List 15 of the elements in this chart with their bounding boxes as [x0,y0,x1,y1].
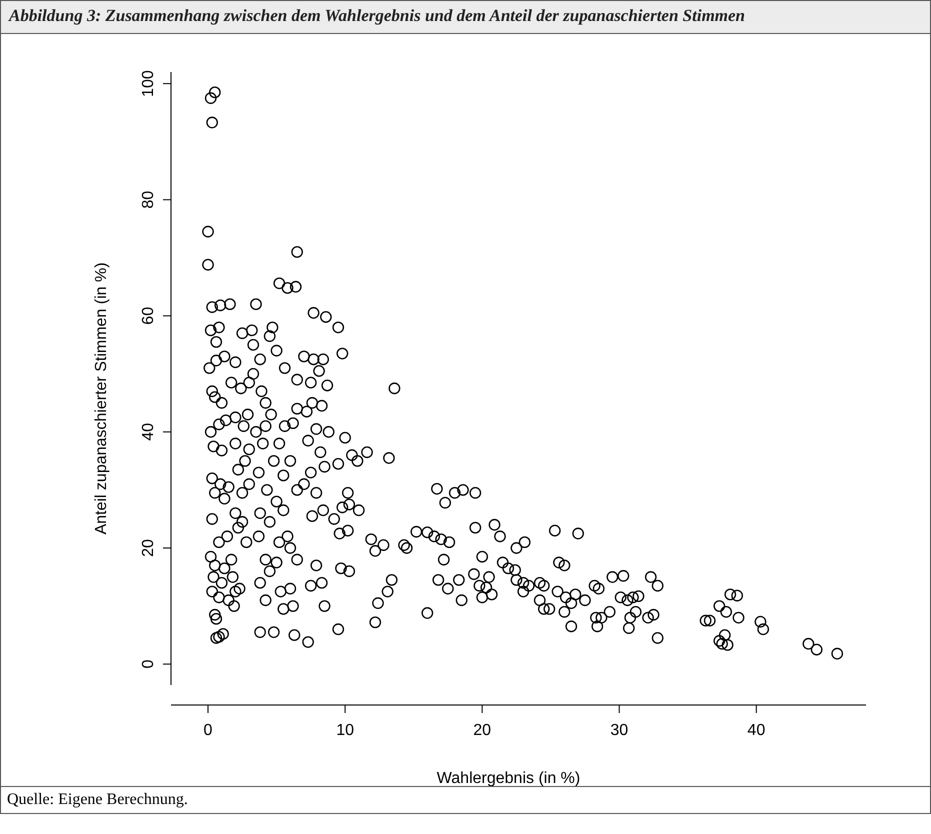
x-tick-label: 30 [610,722,628,739]
y-tick-label: 40 [140,422,157,441]
x-tick-label: 20 [473,722,492,739]
x-tick-label: 40 [747,722,766,739]
x-tick-label: 10 [336,722,354,739]
y-tick-label: 100 [140,70,157,97]
y-tick-label: 60 [140,306,157,325]
chart-title: Abbildung 3: Zusammenhang zwischen dem Wahlergebnis und dem Anteil der zupanaschierten Stimmen [1,1,930,34]
source-note: Quelle: Eigene Berechnung. [1,786,930,813]
y-axis-title: Anteil zupanaschierter Stimmen (in %) [93,262,110,535]
x-tick-label: 0 [204,722,213,739]
y-tick-label: 20 [140,539,157,557]
x-axis-title: Wahlergebnis (in %) [436,770,580,787]
y-tick-label: 0 [140,660,157,669]
y-tick-label: 80 [140,190,157,209]
